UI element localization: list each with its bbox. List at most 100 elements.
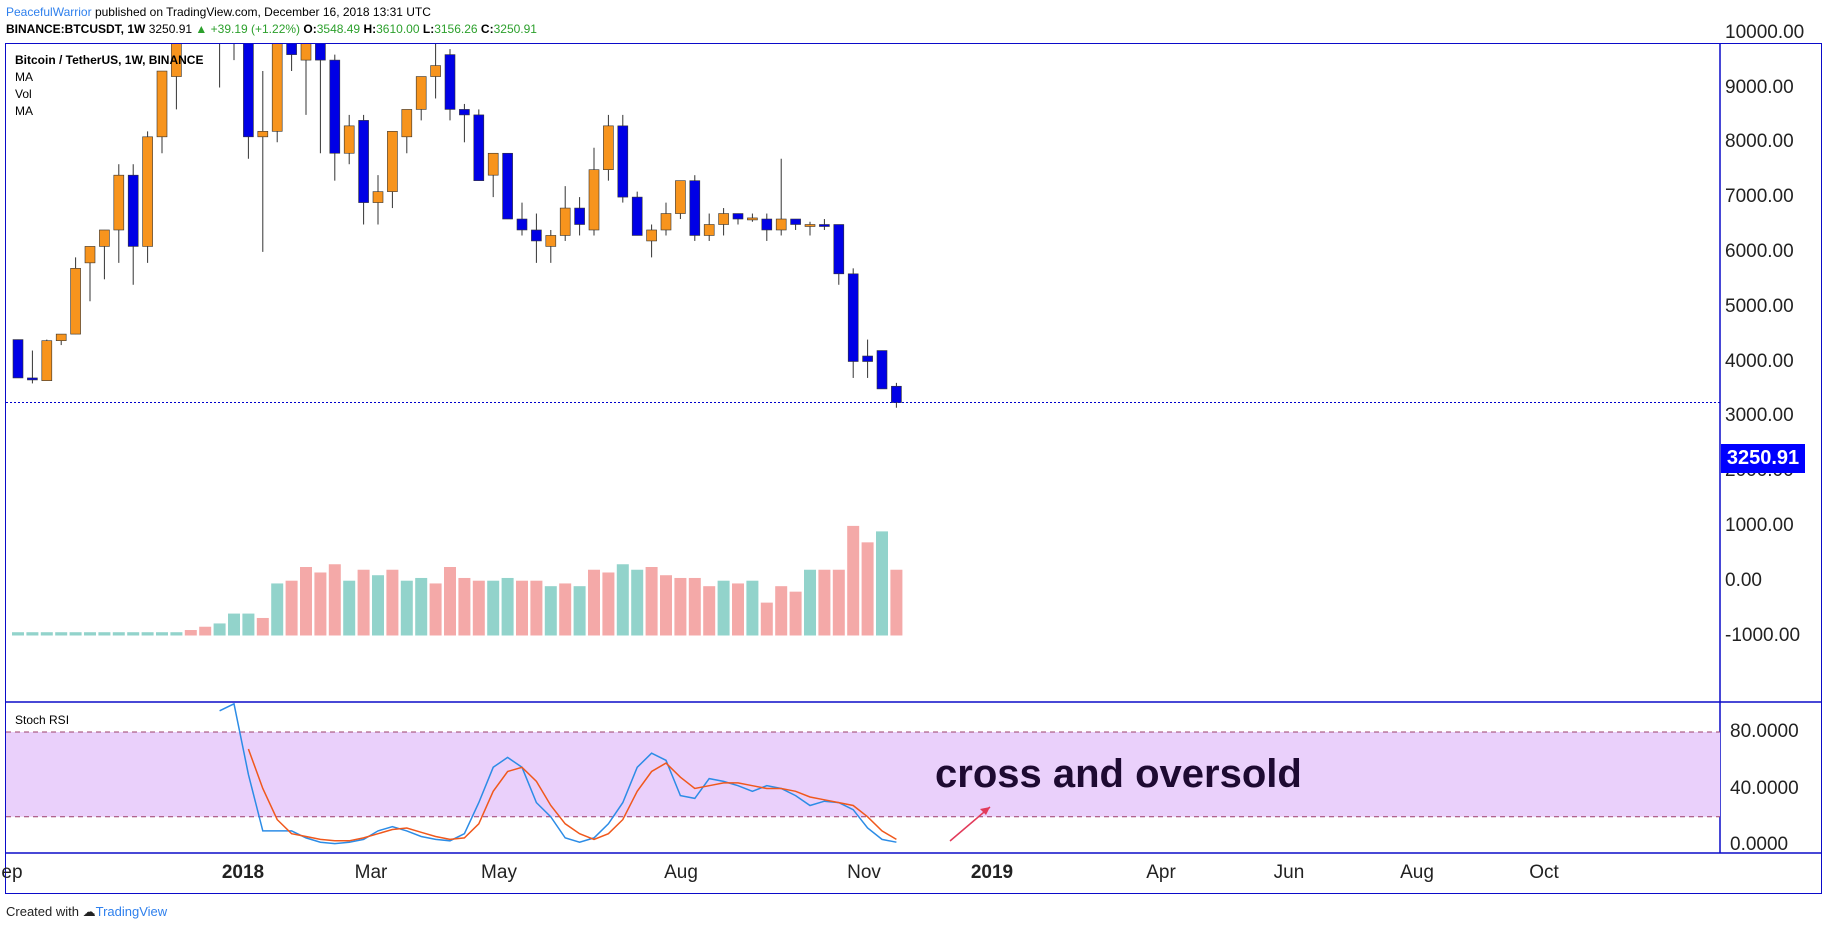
candle	[257, 71, 269, 252]
volume-bar	[314, 572, 327, 636]
candle	[545, 229, 557, 263]
candle-body	[833, 224, 845, 275]
footer-created: Created with	[6, 904, 79, 919]
candle-body	[70, 268, 81, 335]
volume-bar	[472, 580, 485, 636]
candle	[862, 339, 873, 378]
volume-bar	[26, 632, 39, 636]
volume-bar	[832, 569, 845, 636]
candle	[358, 114, 369, 225]
volume-bar	[804, 569, 816, 636]
candle	[219, 44, 221, 88]
candle-body	[415, 76, 427, 110]
change-value: ▲ +39.19 (+1.22%)	[195, 22, 301, 36]
candle-body	[358, 120, 369, 203]
volume-bar	[84, 632, 96, 636]
price-tick-label: 9000.00	[1725, 76, 1794, 98]
candle	[113, 164, 125, 263]
legend-stoch-rsi[interactable]: Stoch RSI	[15, 713, 70, 727]
open-value: 3548.49	[316, 22, 361, 36]
volume-bar	[746, 580, 759, 636]
footer: Created with ☁TradingView	[6, 904, 167, 920]
candle	[271, 44, 283, 143]
stoch-tick-label: 80.0000	[1730, 721, 1799, 742]
candle	[631, 191, 643, 236]
candle	[171, 44, 182, 110]
candle-body	[804, 224, 816, 227]
footer-brand[interactable]: TradingView	[95, 904, 168, 919]
volume-bar	[674, 577, 687, 636]
candle	[430, 44, 441, 99]
volume-bar	[386, 569, 399, 636]
time-tick-label: Nov	[847, 862, 881, 883]
candle	[415, 76, 427, 121]
candle-body	[574, 207, 585, 225]
legend-ma1[interactable]: MA	[15, 70, 33, 84]
candle	[300, 44, 312, 115]
candle	[329, 54, 341, 181]
high-value: 3610.00	[376, 22, 420, 36]
candle	[761, 213, 773, 241]
candle	[27, 350, 38, 384]
candle-body	[660, 213, 672, 231]
candle	[459, 103, 470, 143]
tradingview-logo-icon: ☁	[82, 904, 96, 919]
volume-bar	[55, 632, 68, 636]
candle	[588, 147, 600, 236]
time-tick-label: May	[481, 862, 517, 883]
candle	[186, 0, 196, 5]
candle	[531, 213, 542, 263]
high-label: H:	[363, 22, 377, 36]
time-tick-label: ep	[1, 862, 23, 883]
candle-body	[84, 246, 96, 264]
candle-body	[127, 174, 139, 247]
price-tick-label: 1000.00	[1725, 514, 1794, 536]
volume-bar	[588, 569, 600, 636]
author-link[interactable]: PeacefulWarrior	[6, 5, 92, 19]
stoch-d-line	[247, 748, 897, 842]
volume-bar	[516, 580, 528, 636]
volume-bar	[732, 583, 744, 636]
candle	[833, 224, 845, 285]
candle	[891, 382, 902, 408]
volume-bar	[40, 632, 53, 636]
legend-vol[interactable]: Vol	[15, 87, 32, 101]
candle-body	[343, 125, 355, 154]
volume-bar	[400, 580, 413, 636]
candle	[156, 70, 168, 154]
volume-bar	[688, 577, 701, 636]
chart-frame[interactable]	[5, 43, 1822, 894]
volume-bar	[328, 564, 341, 636]
price-tick-label: 4000.00	[1725, 350, 1794, 372]
candle	[732, 213, 744, 225]
volume-bar	[890, 569, 903, 636]
time-tick-label: Mar	[354, 862, 388, 883]
close-value: 3250.91	[493, 22, 537, 36]
volume-bar	[372, 575, 384, 636]
candle	[559, 186, 571, 241]
candle-body	[243, 44, 254, 138]
last-price-tag: 3250.91	[1721, 444, 1805, 473]
candle	[675, 180, 686, 220]
candle	[876, 350, 888, 390]
candle-body	[41, 340, 53, 381]
candle	[343, 114, 355, 165]
volume-bar	[616, 564, 629, 636]
candle	[233, 44, 235, 61]
legend-ma2[interactable]: MA	[15, 104, 33, 118]
volume-bar	[357, 569, 370, 636]
candle-body	[545, 235, 557, 247]
volume-bar	[501, 577, 514, 636]
candle	[487, 152, 499, 198]
low-value: 3156.26	[434, 22, 478, 36]
candle	[660, 202, 672, 236]
volume-bar	[141, 632, 154, 636]
candle	[804, 221, 816, 236]
candle-body	[99, 229, 110, 247]
candle-body	[732, 213, 744, 220]
candle-body	[718, 213, 729, 225]
candle-body	[617, 125, 629, 198]
annotation-arrow-head	[980, 807, 990, 815]
volume-bar	[170, 632, 183, 636]
